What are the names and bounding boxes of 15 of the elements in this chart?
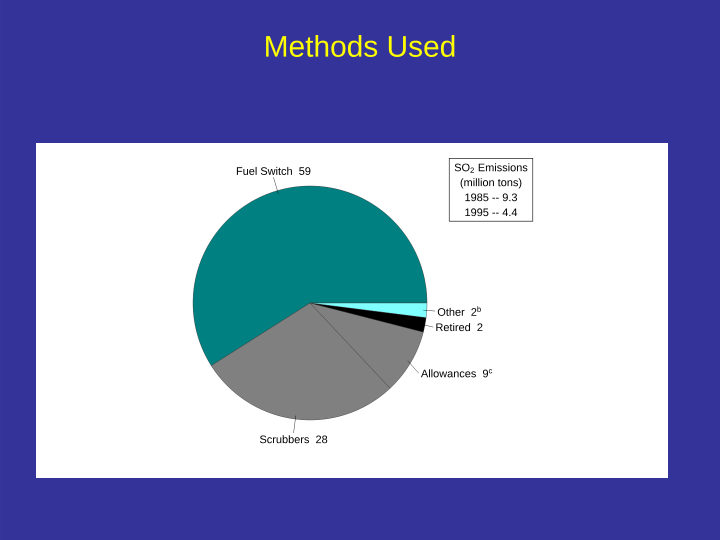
data-label: 2	[477, 323, 482, 332]
data-label: 9$^{c}$	[482, 369, 492, 378]
chart-title: Methods Used	[266, 35, 454, 57]
slice-label: Fuel Switch	[236, 166, 292, 175]
data-label: 2$^{b}$	[471, 306, 481, 316]
slice-label: Allowances	[420, 369, 476, 378]
text: (million tons)	[460, 178, 522, 188]
text: 1985 -- 9.3	[465, 193, 518, 202]
text: SO$_{2}$ Emissions	[454, 163, 528, 173]
text: 1995 -- 4.4	[465, 208, 518, 216]
slice-label: Scrubbers	[260, 435, 310, 444]
slice-label: Retired	[436, 323, 470, 332]
data-label: 59	[299, 167, 310, 175]
data-label: 28	[316, 435, 328, 444]
slice-label: Other	[438, 308, 465, 316]
